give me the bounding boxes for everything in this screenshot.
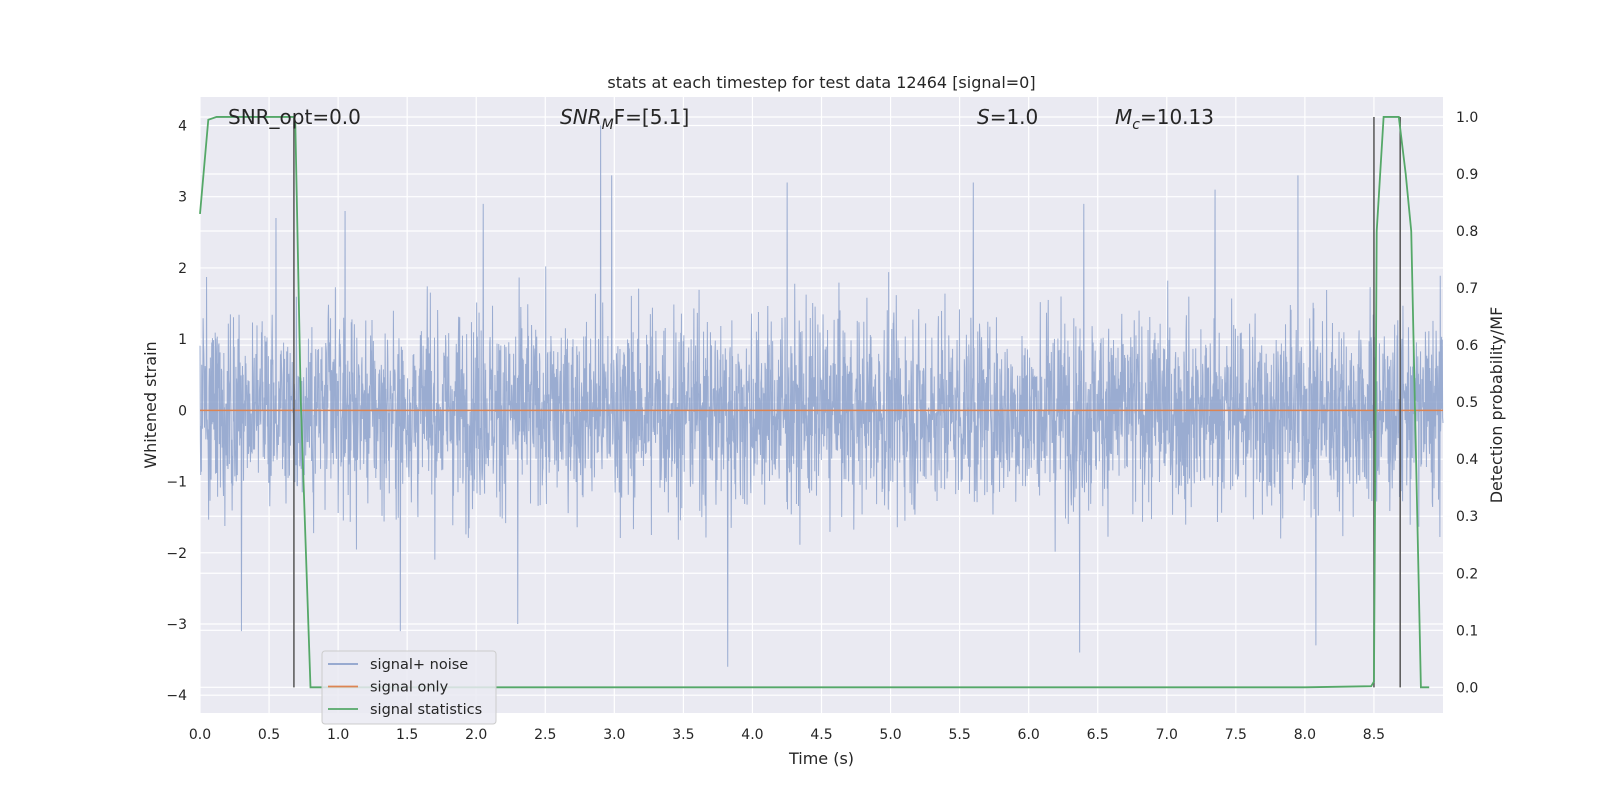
annotation-s-symbol: S bbox=[977, 105, 990, 129]
x-tick-label: 6.5 bbox=[1087, 727, 1109, 743]
x-tick-label: 2.5 bbox=[534, 727, 556, 743]
chart-title: stats at each timestep for test data 124… bbox=[607, 73, 1035, 92]
y-tick-label-right: 1.0 bbox=[1456, 110, 1478, 126]
x-tick-label: 7.5 bbox=[1225, 727, 1247, 743]
y-tick-label-right: 0.4 bbox=[1456, 452, 1478, 468]
y-tick-label-left: −3 bbox=[166, 617, 187, 633]
annotation-snr-mf-subscript: M bbox=[602, 117, 614, 133]
y-tick-label-left: 1 bbox=[178, 332, 187, 348]
y-tick-label-left: −2 bbox=[166, 546, 187, 562]
legend-label-signal-statistics: signal statistics bbox=[370, 702, 482, 718]
y-axis-label-right: Detection probability/MF bbox=[1487, 307, 1506, 504]
legend-label-signal-only: signal only bbox=[370, 680, 449, 696]
x-tick-label: 7.0 bbox=[1156, 727, 1178, 743]
x-tick-label: 8.5 bbox=[1363, 727, 1385, 743]
y-axis-label-left: Whitened strain bbox=[141, 341, 160, 468]
y-tick-label-right: 0.7 bbox=[1456, 281, 1478, 297]
x-tick-label: 3.5 bbox=[672, 727, 694, 743]
y-tick-label-left: −1 bbox=[166, 475, 187, 491]
annotation-s: S=1.0 bbox=[977, 105, 1038, 129]
annotation-mc-symbol: M bbox=[1115, 105, 1132, 129]
annotation-mc: Mc=10.13 bbox=[1115, 105, 1214, 133]
y-tick-label-right: 0.9 bbox=[1456, 167, 1478, 183]
annotation-snr-mf-symbol: SNR bbox=[560, 105, 602, 129]
legend: signal+ noise signal only signal statist… bbox=[321, 650, 497, 725]
y-tick-label-left: 2 bbox=[178, 261, 187, 277]
x-tick-label: 0.5 bbox=[258, 727, 280, 743]
x-tick-label: 4.0 bbox=[741, 727, 763, 743]
x-tick-label: 1.5 bbox=[396, 727, 418, 743]
y-tick-label-right: 0.5 bbox=[1456, 395, 1478, 411]
y-tick-label-right: 0.3 bbox=[1456, 509, 1478, 525]
x-tick-label: 4.5 bbox=[810, 727, 832, 743]
series-layer bbox=[199, 116, 1444, 689]
annotation-mc-subscript: c bbox=[1132, 117, 1140, 133]
annotation-snr-mf-value: F=[5.1] bbox=[614, 105, 690, 129]
y-tick-label-right: 0.8 bbox=[1456, 224, 1478, 240]
y-tick-label-left: 3 bbox=[178, 190, 187, 206]
legend-box bbox=[321, 650, 497, 725]
x-tick-label: 1.0 bbox=[327, 727, 349, 743]
x-tick-label: 5.5 bbox=[948, 727, 970, 743]
y-tick-label-right: 0.1 bbox=[1456, 623, 1478, 639]
y-tick-label-right: 0.6 bbox=[1456, 338, 1478, 354]
series-signal-noise bbox=[199, 125, 1444, 667]
x-tick-label: 0.0 bbox=[189, 727, 211, 743]
annotation-snr-opt: SNR_opt=0.0 bbox=[228, 105, 361, 129]
x-tick-label: 8.0 bbox=[1294, 727, 1316, 743]
y-tick-label-right: 0.0 bbox=[1456, 680, 1478, 696]
x-tick-label: 6.0 bbox=[1018, 727, 1040, 743]
tick-labels: 0.0 0.5 1.0 1.5 2.0 2.5 3.0 3.5 4.0 4.5 5.0 5.5 6.0 6… bbox=[166, 110, 1478, 743]
y-tick-label-left: −4 bbox=[166, 688, 187, 704]
annotation-s-value: =1.0 bbox=[990, 105, 1039, 129]
series-signal-statistics bbox=[199, 116, 1430, 689]
y-tick-label-left: 4 bbox=[178, 118, 187, 134]
annotation-snr-mf: SNRMF=[5.1] bbox=[560, 105, 689, 133]
x-tick-label: 2.0 bbox=[465, 727, 487, 743]
y-tick-label-right: 0.2 bbox=[1456, 566, 1478, 582]
x-axis-label: Time (s) bbox=[788, 749, 854, 768]
legend-label-signal-noise: signal+ noise bbox=[370, 657, 468, 673]
y-tick-label-left: 0 bbox=[178, 403, 187, 419]
x-tick-label: 5.0 bbox=[879, 727, 901, 743]
x-tick-label: 3.0 bbox=[603, 727, 625, 743]
annotation-mc-value: =10.13 bbox=[1140, 105, 1214, 129]
